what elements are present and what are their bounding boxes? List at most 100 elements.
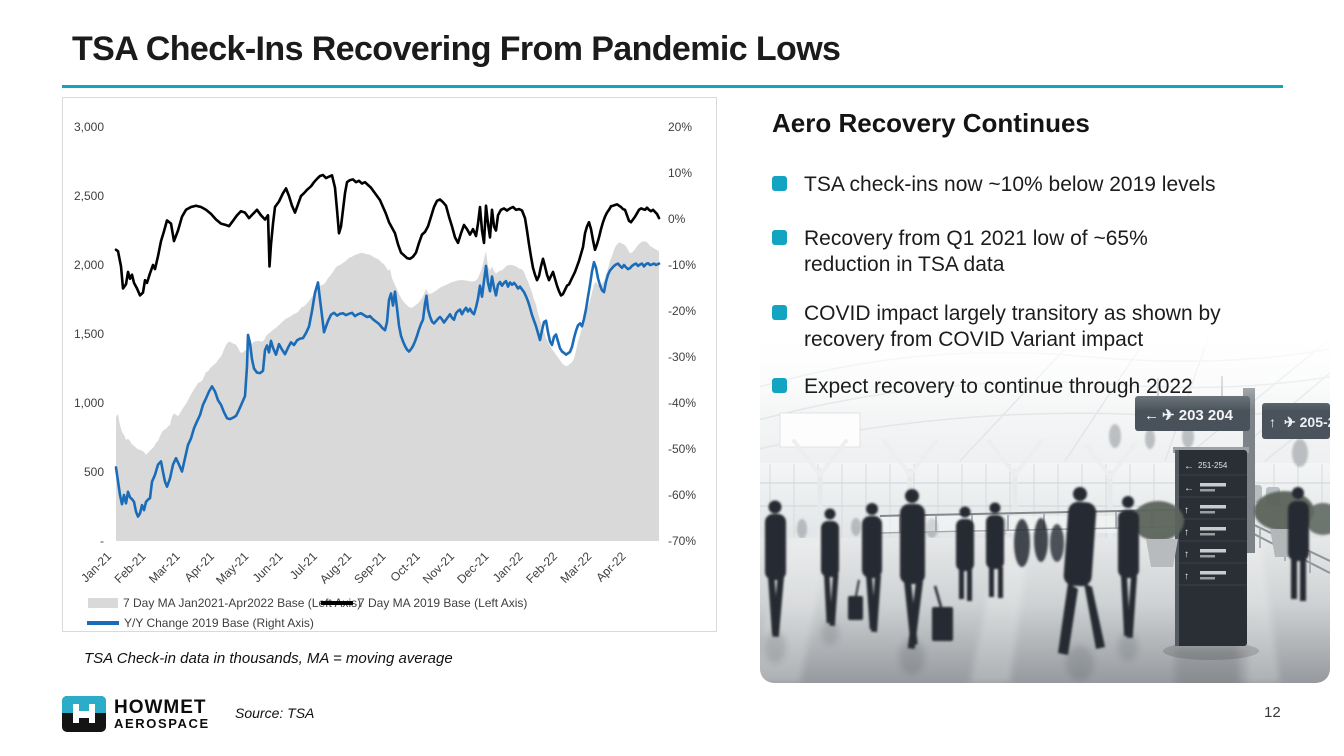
- traveler: [1288, 487, 1309, 601]
- airport-photo: ← ✈ 203 204 ↑ ✈ 205-2 ← 251-254 ← ↑: [760, 333, 1330, 683]
- traveler: [862, 503, 882, 633]
- left-axis-tick: 1,500: [74, 327, 104, 341]
- kiosk-row-labels: [1200, 483, 1226, 580]
- legend-swatch-black-line: [321, 601, 353, 605]
- logo-name: HOWMET: [114, 696, 207, 718]
- gate-sign-arrow-icon: ←: [1144, 407, 1159, 424]
- overhead-gate-sign-right: ↑ ✈ 205-2: [1262, 403, 1330, 439]
- rolling-suitcase: [932, 607, 953, 641]
- kiosk-arrow-icon: ↑: [1184, 571, 1189, 582]
- traveler-walking: [1058, 487, 1105, 655]
- bullet-square-icon: [772, 378, 787, 393]
- x-axis-label: Nov-21: [420, 549, 457, 586]
- right-axis-tick: -60%: [668, 488, 696, 502]
- source-note: Source: TSA: [235, 705, 315, 721]
- x-axis-label: Mar-21: [146, 549, 183, 586]
- x-axis-label: Aug-21: [317, 549, 354, 586]
- right-axis-tick: 10%: [668, 166, 692, 180]
- left-axis-tick: 1,000: [74, 396, 104, 410]
- left-axis-tick: 2,000: [74, 258, 104, 272]
- bullet-item-3: COVID impact largely transitory as shown…: [772, 301, 1297, 353]
- bullet-square-icon: [772, 305, 787, 320]
- left-axis-tick: 2,500: [74, 189, 104, 203]
- howmet-logo: HOWMET AEROSPACE: [62, 696, 210, 732]
- airport-photo-art: ← ✈ 203 204 ↑ ✈ 205-2 ← 251-254 ← ↑: [760, 333, 1330, 683]
- bullet-text: Expect recovery to continue through 2022: [804, 375, 1193, 398]
- howmet-logo-icon: [62, 696, 106, 732]
- bullet-item-1: TSA check-ins now ~10% below 2019 levels: [772, 172, 1297, 198]
- x-axis-label: Apr-22: [593, 549, 629, 585]
- right-axis-tick: -10%: [668, 258, 696, 272]
- traveler-silhouettes: [765, 487, 1309, 655]
- traveler: [986, 502, 1004, 598]
- rolling-suitcase: [848, 596, 863, 620]
- traveler: [956, 506, 974, 601]
- photo-top-fade: [760, 333, 1330, 411]
- kiosk-arrow-icon: ↑: [1184, 527, 1189, 538]
- right-axis-tick: 20%: [668, 120, 692, 134]
- page-number: 12: [1264, 704, 1281, 721]
- tsa-chart-panel: 3,000 2,500 2,000 1,500 1,000 500-20% 10% 0% -10…: [62, 97, 717, 632]
- legend-label: 7 Day MA Jan2021-Apr2022 Base (Left Axis…: [123, 596, 362, 610]
- chart-footnote: TSA Check-in data in thousands, MA = mov…: [84, 650, 453, 667]
- logo-subname: AEROSPACE: [114, 715, 210, 731]
- gate-sign-left-text: ✈ 203 204: [1162, 407, 1234, 424]
- legend-label: 7 Day MA 2019 Base (Left Axis): [358, 596, 528, 610]
- series-line-2: [114, 260, 661, 518]
- right-axis-tick: -30%: [668, 350, 696, 364]
- series-line-1: [114, 173, 661, 297]
- kiosk-arrow-icon: ←: [1184, 461, 1194, 472]
- traveler: [765, 500, 786, 638]
- gate-sign-right-text: ✈ 205-2: [1284, 414, 1330, 430]
- right-axis-tick: 0%: [668, 212, 686, 226]
- kiosk-arrow-icon: ↑: [1184, 505, 1189, 516]
- howmet-logo-text: HOWMET AEROSPACE: [114, 698, 210, 731]
- blank-billboard: [779, 412, 861, 448]
- legend-label: Y/Y Change 2019 Base (Right Axis): [124, 616, 314, 630]
- x-axis-label: Apr-21: [182, 549, 218, 585]
- bullet-square-icon: [772, 176, 787, 191]
- bullet-item-2: Recovery from Q1 2021 low of ~65% reduct…: [772, 226, 1297, 278]
- kiosk-arrow-icon: ↑: [1184, 549, 1189, 560]
- legend-item-black-line: 7 Day MA 2019 Base (Left Axis): [321, 596, 527, 610]
- bullet-text: Recovery from Q1 2021 low of ~65% reduct…: [804, 227, 1148, 276]
- legend-swatch-blue-line: [87, 621, 119, 625]
- x-axis-label: Jul-21: [287, 549, 320, 582]
- series-area-0: [116, 241, 659, 542]
- section-heading: Aero Recovery Continues: [772, 108, 1090, 138]
- x-axis-label: Feb-21: [112, 549, 149, 586]
- right-axis-tick: -40%: [668, 396, 696, 410]
- x-axis-label: Jan-22: [490, 549, 526, 585]
- bullet-item-4: Expect recovery to continue through 2022: [772, 374, 1297, 400]
- x-axis-label: Mar-22: [558, 549, 595, 586]
- gate-sign-arrow-icon: ↑: [1269, 414, 1276, 430]
- people-reflections: [764, 621, 1138, 681]
- left-axis-tick: -: [100, 534, 104, 548]
- directory-kiosk: ← 251-254 ← ↑ ↑ ↑ ↑: [1163, 447, 1259, 683]
- x-axis-label: Dec-21: [454, 549, 491, 586]
- kiosk-arrow-icon: ←: [1184, 483, 1194, 494]
- traveler: [1118, 496, 1139, 639]
- traveler: [821, 508, 863, 627]
- left-axis-tick: 500: [84, 465, 104, 479]
- title-underline: [62, 85, 1283, 88]
- legend-item-area: 7 Day MA Jan2021-Apr2022 Base (Left Axis…: [88, 596, 361, 610]
- bullet-square-icon: [772, 230, 787, 245]
- x-axis-label: Jan-21: [78, 549, 114, 585]
- bullet-text: COVID impact largely transitory as shown…: [804, 302, 1221, 351]
- right-axis-tick: -50%: [668, 442, 696, 456]
- x-axis-label: May-21: [213, 549, 251, 587]
- page-title: TSA Check-Ins Recovering From Pandemic L…: [72, 30, 841, 68]
- right-axis-tick: -20%: [668, 304, 696, 318]
- x-axis-label: Oct-21: [387, 549, 423, 585]
- tsa-chart: 3,0002,5002,0001,5001,000500-20%10%0%-10…: [74, 120, 696, 587]
- legend-item-blue-line: Y/Y Change 2019 Base (Right Axis): [87, 616, 314, 630]
- kiosk-gate-range: 251-254: [1198, 461, 1228, 470]
- legend-swatch-gray-area: [88, 598, 118, 608]
- left-axis-tick: 3,000: [74, 120, 104, 134]
- right-axis-tick: -70%: [668, 534, 696, 548]
- x-axis-label: Sep-21: [351, 549, 388, 586]
- x-axis-label: Jun-21: [250, 549, 286, 585]
- x-axis-label: Feb-22: [523, 549, 560, 586]
